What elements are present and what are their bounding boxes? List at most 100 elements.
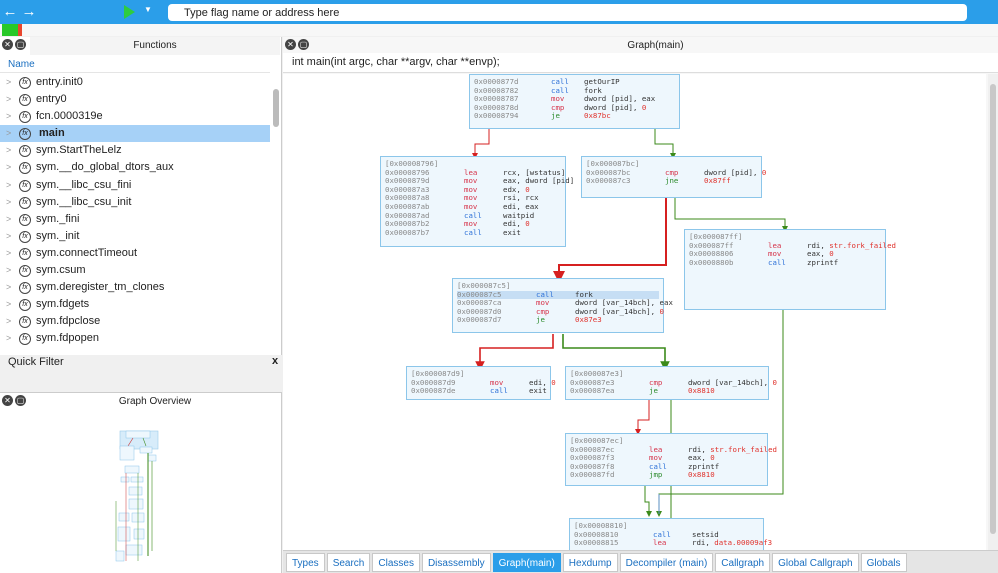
instruction-line[interactable]: 0x000087f3 mov eax, 0 [570, 453, 763, 463]
instruction-line[interactable]: 0x000087d0 cmp dword [var_14bch], 0 [457, 307, 664, 317]
tab-globals[interactable]: Globals [860, 553, 907, 572]
basic-block[interactable]: 0x0000877d call getOurIP 0x00008782 call fork… [469, 74, 680, 129]
chevron-right-icon[interactable]: > [6, 162, 12, 173]
chevron-right-icon[interactable]: > [6, 94, 12, 105]
chevron-right-icon[interactable]: > [6, 111, 12, 122]
graph-canvas[interactable]: 0x0000877d call getOurIP 0x00008782 call fork… [283, 74, 986, 550]
close-icon[interactable]: ✕ [285, 39, 296, 50]
instruction-line[interactable]: 0x000087ab mov edi, eax [385, 202, 561, 212]
chevron-right-icon[interactable]: > [6, 299, 12, 310]
function-item[interactable]: > fx sym.StartTheLelz [0, 142, 270, 159]
float-icon[interactable]: ▢ [298, 39, 309, 50]
instruction-line[interactable]: 0x00008787 mov dword [pid], eax [474, 94, 675, 104]
tab-hexdump[interactable]: Hexdump [562, 553, 618, 572]
instruction-line[interactable]: 0x000087fd jmp 0x8810 [570, 471, 763, 480]
tab-graph-main[interactable]: Graph(main) [492, 553, 561, 572]
function-item[interactable]: > fx sym._fini [0, 211, 270, 228]
graph-overview-canvas[interactable] [0, 411, 282, 573]
basic-block[interactable]: [0x00008796] 0x00008796 lea rcx, [wstatus] 0… [380, 156, 574, 247]
name-column-header[interactable]: Name [0, 57, 270, 73]
basic-block[interactable]: [0x000087d9] 0x000087d9 mov edi, 0 0x000087d… [406, 366, 556, 400]
instruction-line[interactable]: 0x000087f8 call zprintf [570, 462, 763, 472]
instruction-line[interactable]: 0x000087ea je 0x8810 [570, 386, 764, 396]
basic-block[interactable]: [0x000087c5] 0x000087c5 call fork 0x000087ca… [452, 278, 673, 333]
tab-search[interactable]: Search [326, 553, 371, 572]
chevron-right-icon[interactable]: > [6, 196, 12, 207]
instruction-line[interactable]: 0x000087ec lea rdi, str.fork_failed [570, 445, 777, 455]
function-item[interactable]: > fx entry0 [0, 91, 270, 108]
instruction-line[interactable]: 0x000087bc cmp dword [pid], 0 [586, 168, 766, 178]
instruction-line[interactable]: 0x00008782 call fork [474, 86, 675, 96]
chevron-down-icon[interactable]: ▼ [144, 5, 152, 14]
functions-scrollbar[interactable] [272, 83, 280, 355]
function-item[interactable]: > fx sym.fdgets [0, 296, 270, 313]
function-item[interactable]: > fx sym.deregister_tm_clones [0, 279, 270, 296]
chevron-right-icon[interactable]: > [6, 265, 12, 276]
instruction-line[interactable]: 0x00008806 mov eax, 0 [689, 249, 881, 259]
instruction-line[interactable]: 0x000087b2 mov edi, 0 [385, 219, 561, 229]
instruction-line[interactable]: 0x0000879d mov eax, dword [pid] [385, 176, 574, 186]
instruction-line[interactable]: 0x000087c5 call fork [457, 290, 659, 300]
instruction-line[interactable]: 0x000087ff lea rdi, str.fork_failed [689, 241, 896, 251]
float-icon[interactable]: ▢ [15, 39, 26, 50]
instruction-line[interactable]: 0x00008796 lea rcx, [wstatus] [385, 168, 565, 178]
instruction-line[interactable]: 0x000087c3 jne 0x87ff [586, 176, 757, 186]
address-input[interactable] [168, 4, 967, 21]
tab-classes[interactable]: Classes [372, 553, 420, 572]
tab-decompiler-main[interactable]: Decompiler (main) [619, 553, 714, 572]
basic-block[interactable]: [0x000087ff] 0x000087ff lea rdi, str.fork_f… [684, 229, 896, 310]
instruction-line[interactable]: 0x000087ad call waitpid [385, 211, 561, 221]
instruction-line[interactable]: 0x000087a3 mov edx, 0 [385, 185, 561, 195]
chevron-right-icon[interactable]: > [6, 230, 12, 241]
function-item[interactable]: > fx sym.connectTimeout [0, 245, 270, 262]
function-item[interactable]: > fx fcn.0000319e [0, 108, 270, 125]
basic-block[interactable]: [0x000087e3] 0x000087e3 cmp dword [var_14bc… [565, 366, 777, 400]
chevron-right-icon[interactable]: > [6, 179, 12, 190]
function-item[interactable]: > fx sym.fdpopen [0, 330, 270, 347]
chevron-right-icon[interactable]: > [6, 213, 12, 224]
instruction-line[interactable]: 0x00008794 je 0x87bc [474, 112, 675, 121]
chevron-right-icon[interactable]: > [6, 333, 12, 344]
chevron-right-icon[interactable]: > [6, 128, 12, 139]
instruction-line[interactable]: 0x0000878d cmp dword [pid], 0 [474, 103, 675, 113]
instruction-line[interactable]: 0x000087de call exit [411, 386, 547, 396]
chevron-right-icon[interactable]: > [6, 282, 12, 293]
instruction-line[interactable]: 0x000087d9 mov edi, 0 [411, 378, 556, 388]
function-item[interactable]: > fx sym.fdpclose [0, 313, 270, 330]
instruction-line[interactable]: 0x00008815 lea rdi, data.00009af3 [574, 538, 772, 548]
instruction-line[interactable]: 0x000087ca mov dword [var_14bch], eax [457, 298, 673, 308]
tab-callgraph[interactable]: Callgraph [715, 553, 771, 572]
chevron-right-icon[interactable]: > [6, 145, 12, 156]
instruction-line[interactable]: 0x000087b7 call exit [385, 228, 561, 238]
basic-block[interactable]: [0x00008810] 0x00008810 call setsid 0x000088… [569, 518, 772, 550]
basic-block[interactable]: [0x000087ec] 0x000087ec lea rdi, str.fork_f… [565, 433, 777, 486]
tab-types[interactable]: Types [286, 553, 325, 572]
play-icon[interactable] [124, 5, 135, 19]
instruction-line[interactable]: 0x00008810 call setsid [574, 530, 759, 540]
tab-global-callgraph[interactable]: Global Callgraph [772, 553, 859, 572]
function-item[interactable]: > fx entry.init0 [0, 74, 270, 91]
forward-arrow-icon[interactable]: → [21, 3, 37, 20]
instruction-line[interactable]: 0x000087d7 je 0x87e3 [457, 316, 659, 325]
function-item[interactable]: > fx sym.__libc_csu_fini [0, 177, 270, 194]
instruction-line[interactable]: 0x000087a8 mov rsi, rcx [385, 194, 561, 203]
chevron-right-icon[interactable]: > [6, 247, 12, 258]
function-item[interactable]: > fx sym._init [0, 228, 270, 245]
close-icon[interactable]: ✕ [2, 395, 13, 406]
scrollbar-thumb[interactable] [273, 89, 279, 127]
instruction-line[interactable]: 0x0000880b call zprintf [689, 258, 881, 268]
close-icon[interactable]: ✕ [2, 39, 13, 50]
scrollbar-thumb[interactable] [990, 84, 996, 534]
function-item[interactable]: > fx sym.csum [0, 262, 270, 279]
chevron-right-icon[interactable]: > [6, 316, 12, 327]
chevron-right-icon[interactable]: > [6, 77, 12, 87]
function-item[interactable]: > fx sym.__libc_csu_init [0, 194, 270, 211]
instruction-line[interactable]: 0x000087e3 cmp dword [var_14bch], 0 [570, 378, 777, 388]
quick-filter-close-button[interactable]: x [272, 355, 279, 367]
tab-disassembly[interactable]: Disassembly [421, 553, 491, 572]
instruction-line[interactable]: 0x0000877d call getOurIP [474, 77, 675, 87]
float-icon[interactable]: ▢ [15, 395, 26, 406]
back-arrow-icon[interactable]: ← [2, 3, 18, 20]
function-item[interactable]: > fx main [0, 125, 270, 143]
